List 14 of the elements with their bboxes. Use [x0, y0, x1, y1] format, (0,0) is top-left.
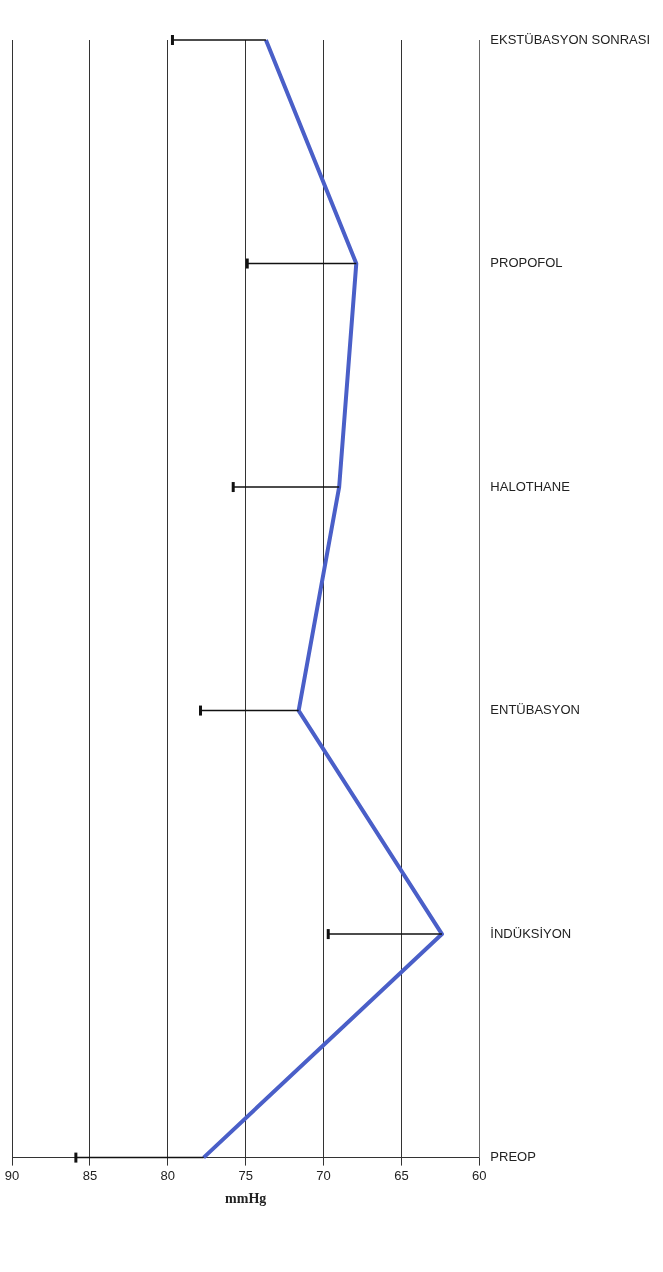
- x-tick-label: 80: [160, 1167, 176, 1183]
- x-tick-label: 70: [316, 1167, 331, 1183]
- y-tick-label: EKSTÜBASYON SONRASI: [490, 31, 651, 47]
- x-axis-title: mmHg: [225, 1191, 267, 1207]
- x-tick-label: 65: [394, 1167, 409, 1183]
- y-tick-label: İNDÜKSİYON: [490, 925, 572, 941]
- y-tick-label: HALOTHANE: [490, 478, 571, 494]
- x-tick-label: 60: [472, 1167, 487, 1183]
- x-tick-label: 75: [238, 1167, 253, 1183]
- y-tick-label: PROPOFOL: [490, 255, 563, 271]
- x-tick-label: 85: [82, 1167, 98, 1183]
- y-tick-label: ENTÜBASYON: [490, 702, 580, 718]
- y-tick-label: PREOP: [490, 1149, 536, 1165]
- x-tick-label: 90: [4, 1167, 20, 1183]
